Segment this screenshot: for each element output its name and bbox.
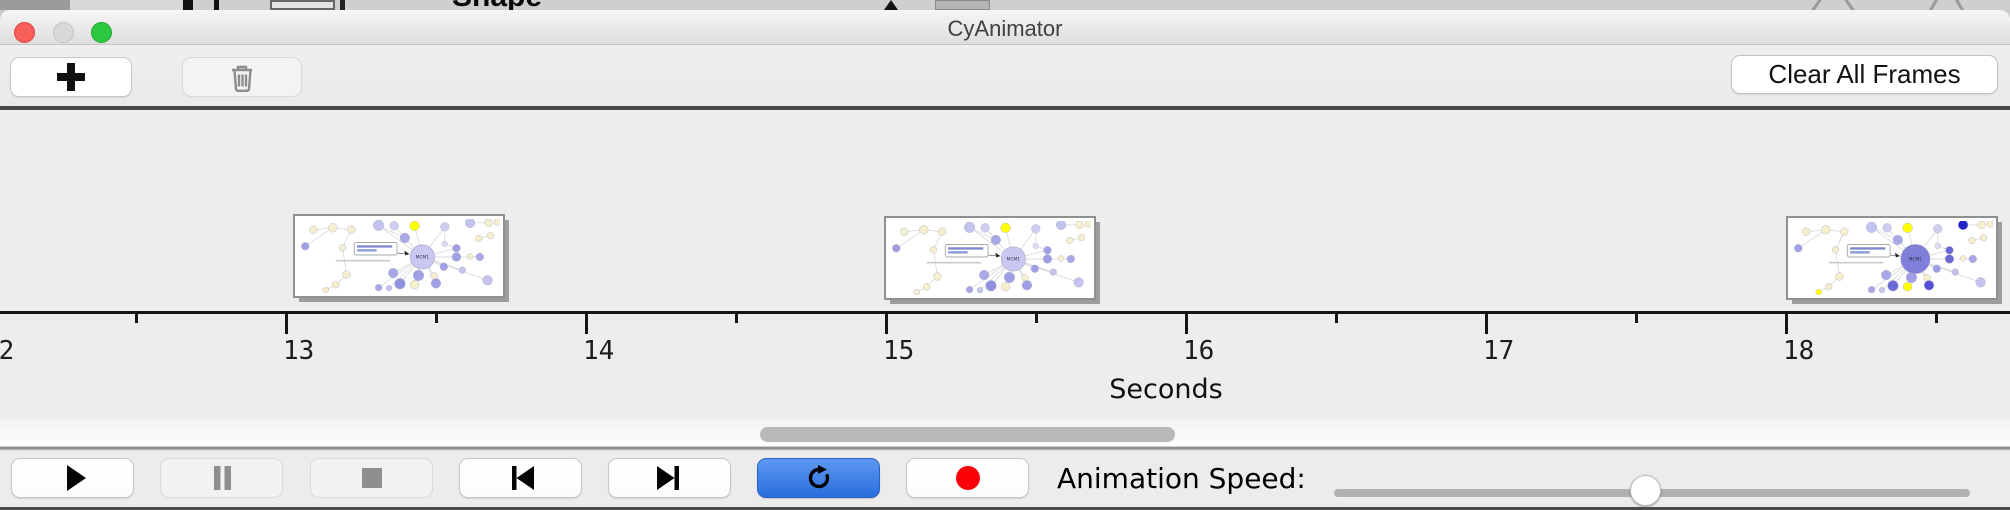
play-button[interactable] bbox=[11, 458, 134, 498]
ruler-tick-label: 16 bbox=[1183, 336, 1215, 366]
ruler-tick-label: 12 bbox=[0, 336, 15, 366]
ruler-minor-tick bbox=[1634, 314, 1638, 323]
plus-icon bbox=[57, 63, 85, 91]
keyframe-thumbnail-3[interactable]: MCM1 bbox=[1786, 216, 1998, 300]
svg-text:MCM1: MCM1 bbox=[1909, 257, 1923, 263]
ruler-major-tick bbox=[584, 314, 588, 334]
window-titlebar: CyAnimator bbox=[0, 10, 2010, 45]
record-icon bbox=[955, 466, 980, 490]
background-fragment bbox=[70, 0, 182, 10]
background-fragment bbox=[183, 0, 193, 10]
background-fragment bbox=[270, 0, 335, 10]
ruler-tick-label: 18 bbox=[1783, 336, 1815, 366]
clear-all-frames-button[interactable]: Clear All Frames bbox=[1731, 55, 1998, 94]
ruler-major-tick bbox=[884, 314, 888, 334]
toolbar: Clear All Frames bbox=[0, 45, 2010, 106]
window-bottom-edge bbox=[0, 507, 2010, 510]
background-fragment bbox=[340, 0, 345, 10]
skip-to-end-button[interactable] bbox=[608, 458, 731, 498]
animation-speed-label: Animation Speed: bbox=[1057, 462, 1306, 495]
ruler-major-tick bbox=[1184, 314, 1188, 334]
network-graph-image: MCM1 bbox=[301, 219, 500, 293]
ruler-minor-tick bbox=[734, 314, 738, 323]
ruler-major-tick bbox=[1784, 314, 1788, 334]
ruler-tick-label: 13 bbox=[283, 336, 315, 366]
background-fragment bbox=[1926, 0, 1941, 10]
ruler-tick-label: 15 bbox=[883, 336, 915, 366]
keyframe-thumbnail-1[interactable]: MCM1 bbox=[293, 214, 505, 298]
stop-button[interactable] bbox=[310, 458, 433, 498]
network-graph-image: MCM1 bbox=[892, 221, 1091, 295]
trash-icon bbox=[232, 65, 252, 93]
background-fragment bbox=[214, 0, 219, 10]
loop-icon bbox=[808, 465, 829, 489]
background-shape-label: Shape bbox=[452, 0, 542, 10]
close-window-button[interactable] bbox=[14, 22, 35, 43]
timeline-scrollbar-track[interactable] bbox=[0, 419, 2010, 446]
play-icon bbox=[66, 465, 86, 491]
delete-frame-button[interactable] bbox=[182, 57, 302, 97]
ruler-minor-tick bbox=[1934, 314, 1938, 323]
timeline-panel[interactable]: 12 13 14 15 16 17 18 Seconds MCM1 MCM1 MCM1 bbox=[0, 106, 2010, 419]
ruler-baseline bbox=[0, 311, 2010, 314]
timeline-scrollbar-thumb[interactable] bbox=[760, 427, 1175, 442]
svg-text:MCM1: MCM1 bbox=[416, 255, 430, 261]
pause-button[interactable] bbox=[160, 458, 283, 498]
skip-to-start-icon bbox=[511, 466, 534, 490]
ruler-major-tick bbox=[284, 314, 288, 334]
ruler-tick-label: 14 bbox=[583, 336, 615, 366]
background-fragment bbox=[935, 0, 990, 10]
playback-control-bar: Animation Speed: bbox=[0, 451, 2010, 510]
ruler-minor-tick bbox=[1034, 314, 1038, 323]
minimize-window-button[interactable] bbox=[53, 22, 74, 43]
background-fragment bbox=[0, 0, 70, 10]
ruler-tick-label: 17 bbox=[1483, 336, 1515, 366]
add-frame-button[interactable] bbox=[10, 57, 132, 97]
window-title: CyAnimator bbox=[947, 16, 1063, 41]
zoom-window-button[interactable] bbox=[91, 22, 112, 43]
skip-to-end-icon bbox=[656, 466, 679, 490]
stop-icon bbox=[361, 468, 382, 488]
ruler-minor-tick bbox=[134, 314, 138, 323]
background-fragment bbox=[1952, 0, 1967, 10]
timeline-axis-title: Seconds bbox=[1109, 374, 1223, 405]
background-fragment bbox=[1808, 0, 1825, 10]
svg-text:MCM1: MCM1 bbox=[1007, 257, 1021, 263]
ruler-minor-tick bbox=[1334, 314, 1338, 323]
ruler-major-tick bbox=[1484, 314, 1488, 334]
record-button[interactable] bbox=[906, 458, 1029, 498]
background-fragment bbox=[1841, 0, 1858, 10]
pause-icon bbox=[213, 466, 231, 490]
network-graph-image: MCM1 bbox=[1794, 221, 1993, 295]
background-fragment bbox=[884, 0, 898, 10]
animation-speed-slider-knob[interactable] bbox=[1630, 475, 1662, 506]
separator-line bbox=[0, 446, 2010, 451]
keyframe-thumbnail-2[interactable]: MCM1 bbox=[884, 216, 1096, 300]
loop-button[interactable] bbox=[757, 458, 880, 498]
background-app-strip: Shape bbox=[0, 0, 2010, 10]
ruler-minor-tick bbox=[434, 314, 438, 323]
skip-to-start-button[interactable] bbox=[459, 458, 582, 498]
